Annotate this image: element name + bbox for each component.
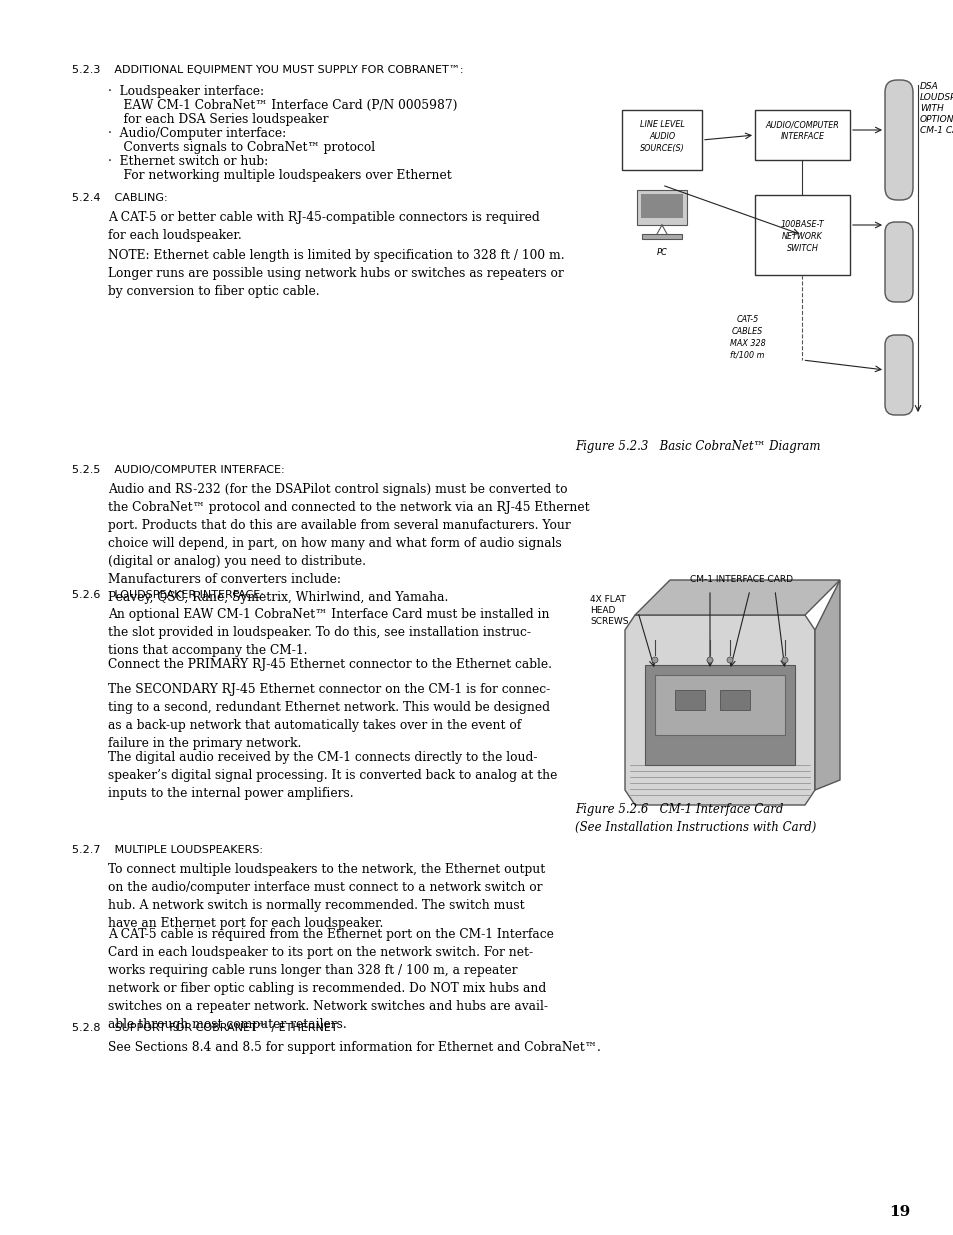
- FancyBboxPatch shape: [884, 222, 912, 303]
- Text: CM-1 CARD: CM-1 CARD: [919, 126, 953, 135]
- Text: CM-1 INTERFACE CARD: CM-1 INTERFACE CARD: [689, 576, 792, 584]
- Polygon shape: [720, 690, 749, 710]
- Polygon shape: [814, 580, 840, 790]
- Polygon shape: [624, 615, 814, 805]
- Text: Connect the PRIMARY RJ-45 Ethernet connector to the Ethernet cable.: Connect the PRIMARY RJ-45 Ethernet conne…: [108, 658, 552, 671]
- Text: 5.2.3    ADDITIONAL EQUIPMENT YOU MUST SUPPLY FOR COBRANET™:: 5.2.3 ADDITIONAL EQUIPMENT YOU MUST SUPP…: [71, 65, 463, 75]
- Text: To connect multiple loudspeakers to the network, the Ethernet output
on the audi: To connect multiple loudspeakers to the …: [108, 863, 545, 930]
- Polygon shape: [675, 690, 704, 710]
- Text: LINE LEVEL: LINE LEVEL: [639, 120, 683, 128]
- Polygon shape: [635, 580, 840, 615]
- Bar: [754, 110, 849, 161]
- Text: Audio and RS-232 (for the DSAPilot control signals) must be converted to
the Cob: Audio and RS-232 (for the DSAPilot contr…: [108, 483, 589, 604]
- Text: DSA: DSA: [919, 82, 938, 91]
- Text: WITH: WITH: [919, 104, 943, 112]
- Text: ft/100 m: ft/100 m: [730, 351, 764, 359]
- Text: Figure 5.2.6   CM-1 Interface Card
(See Installation Instructions with Card): Figure 5.2.6 CM-1 Interface Card (See In…: [575, 803, 816, 834]
- Text: 5.2.5    AUDIO/COMPUTER INTERFACE:: 5.2.5 AUDIO/COMPUTER INTERFACE:: [71, 466, 284, 475]
- Bar: [621, 110, 701, 170]
- Text: ·  Loudspeaker interface:: · Loudspeaker interface:: [108, 85, 264, 98]
- Text: for each DSA Series loudspeaker: for each DSA Series loudspeaker: [108, 112, 328, 126]
- Text: CAT-5: CAT-5: [736, 315, 758, 324]
- Text: For networking multiple loudspeakers over Ethernet: For networking multiple loudspeakers ove…: [108, 169, 452, 182]
- Text: Converts signals to CobraNet™ protocol: Converts signals to CobraNet™ protocol: [108, 141, 375, 154]
- Bar: [754, 195, 849, 275]
- Bar: [640, 194, 682, 219]
- Text: ·  Ethernet switch or hub:: · Ethernet switch or hub:: [108, 156, 268, 168]
- FancyBboxPatch shape: [884, 80, 912, 200]
- Text: 5.2.6    LOUDSPEAKER INTERFACE:: 5.2.6 LOUDSPEAKER INTERFACE:: [71, 590, 264, 600]
- Text: PC: PC: [656, 248, 667, 257]
- Text: ·  Audio/Computer interface:: · Audio/Computer interface:: [108, 127, 286, 140]
- Text: 5.2.7    MULTIPLE LOUDSPEAKERS:: 5.2.7 MULTIPLE LOUDSPEAKERS:: [71, 845, 263, 855]
- Text: NETWORK: NETWORK: [781, 232, 822, 241]
- Text: A CAT-5 or better cable with RJ-45-compatible connectors is required
for each lo: A CAT-5 or better cable with RJ-45-compa…: [108, 211, 539, 242]
- Text: See Sections 8.4 and 8.5 for support information for Ethernet and CobraNet™.: See Sections 8.4 and 8.5 for support inf…: [108, 1041, 600, 1053]
- Text: 100BASE-T: 100BASE-T: [780, 220, 823, 228]
- Text: CABLES: CABLES: [731, 327, 762, 336]
- Text: NOTE: Ethernet cable length is limited by specification to 328 ft / 100 m.
Longe: NOTE: Ethernet cable length is limited b…: [108, 249, 564, 298]
- Polygon shape: [644, 664, 794, 764]
- FancyBboxPatch shape: [884, 335, 912, 415]
- Circle shape: [726, 657, 732, 663]
- Text: 19: 19: [888, 1205, 910, 1219]
- Text: HEAD: HEAD: [589, 606, 615, 615]
- Text: 5.2.8    SUPPORT FOR COBRANET™ / ETHERNET: 5.2.8 SUPPORT FOR COBRANET™ / ETHERNET: [71, 1023, 337, 1032]
- Text: SCREWS: SCREWS: [589, 618, 628, 626]
- Text: LOUDSPEAKERS: LOUDSPEAKERS: [919, 93, 953, 103]
- Bar: [641, 233, 681, 240]
- Text: The digital audio received by the CM-1 connects directly to the loud-
speaker’s : The digital audio received by the CM-1 c…: [108, 751, 557, 800]
- Text: MAX 328: MAX 328: [729, 338, 764, 348]
- Text: EAW CM-1 CobraNet™ Interface Card (P/N 0005987): EAW CM-1 CobraNet™ Interface Card (P/N 0…: [108, 99, 457, 112]
- Circle shape: [706, 657, 712, 663]
- Text: The SECONDARY RJ-45 Ethernet connector on the CM-1 is for connec-
ting to a seco: The SECONDARY RJ-45 Ethernet connector o…: [108, 683, 550, 750]
- Circle shape: [781, 657, 787, 663]
- Text: Figure 5.2.3   Basic CobraNet™ Diagram: Figure 5.2.3 Basic CobraNet™ Diagram: [575, 440, 820, 453]
- Text: SOURCE(S): SOURCE(S): [639, 144, 683, 153]
- Circle shape: [651, 657, 658, 663]
- Polygon shape: [655, 676, 784, 735]
- Text: An optional EAW CM-1 CobraNet™ Interface Card must be installed in
the slot prov: An optional EAW CM-1 CobraNet™ Interface…: [108, 608, 549, 657]
- Text: AUDIO/COMPUTER: AUDIO/COMPUTER: [765, 120, 839, 128]
- Text: OPTIONAL: OPTIONAL: [919, 115, 953, 124]
- Text: AUDIO: AUDIO: [648, 132, 675, 141]
- Text: SWITCH: SWITCH: [785, 245, 818, 253]
- Text: 5.2.4    CABLING:: 5.2.4 CABLING:: [71, 193, 168, 203]
- Bar: [637, 190, 686, 225]
- Text: 4X FLAT: 4X FLAT: [589, 595, 625, 604]
- Text: A CAT-5 cable is required from the Ethernet port on the CM-1 Interface
Card in e: A CAT-5 cable is required from the Ether…: [108, 927, 554, 1031]
- Text: INTERFACE: INTERFACE: [780, 132, 823, 141]
